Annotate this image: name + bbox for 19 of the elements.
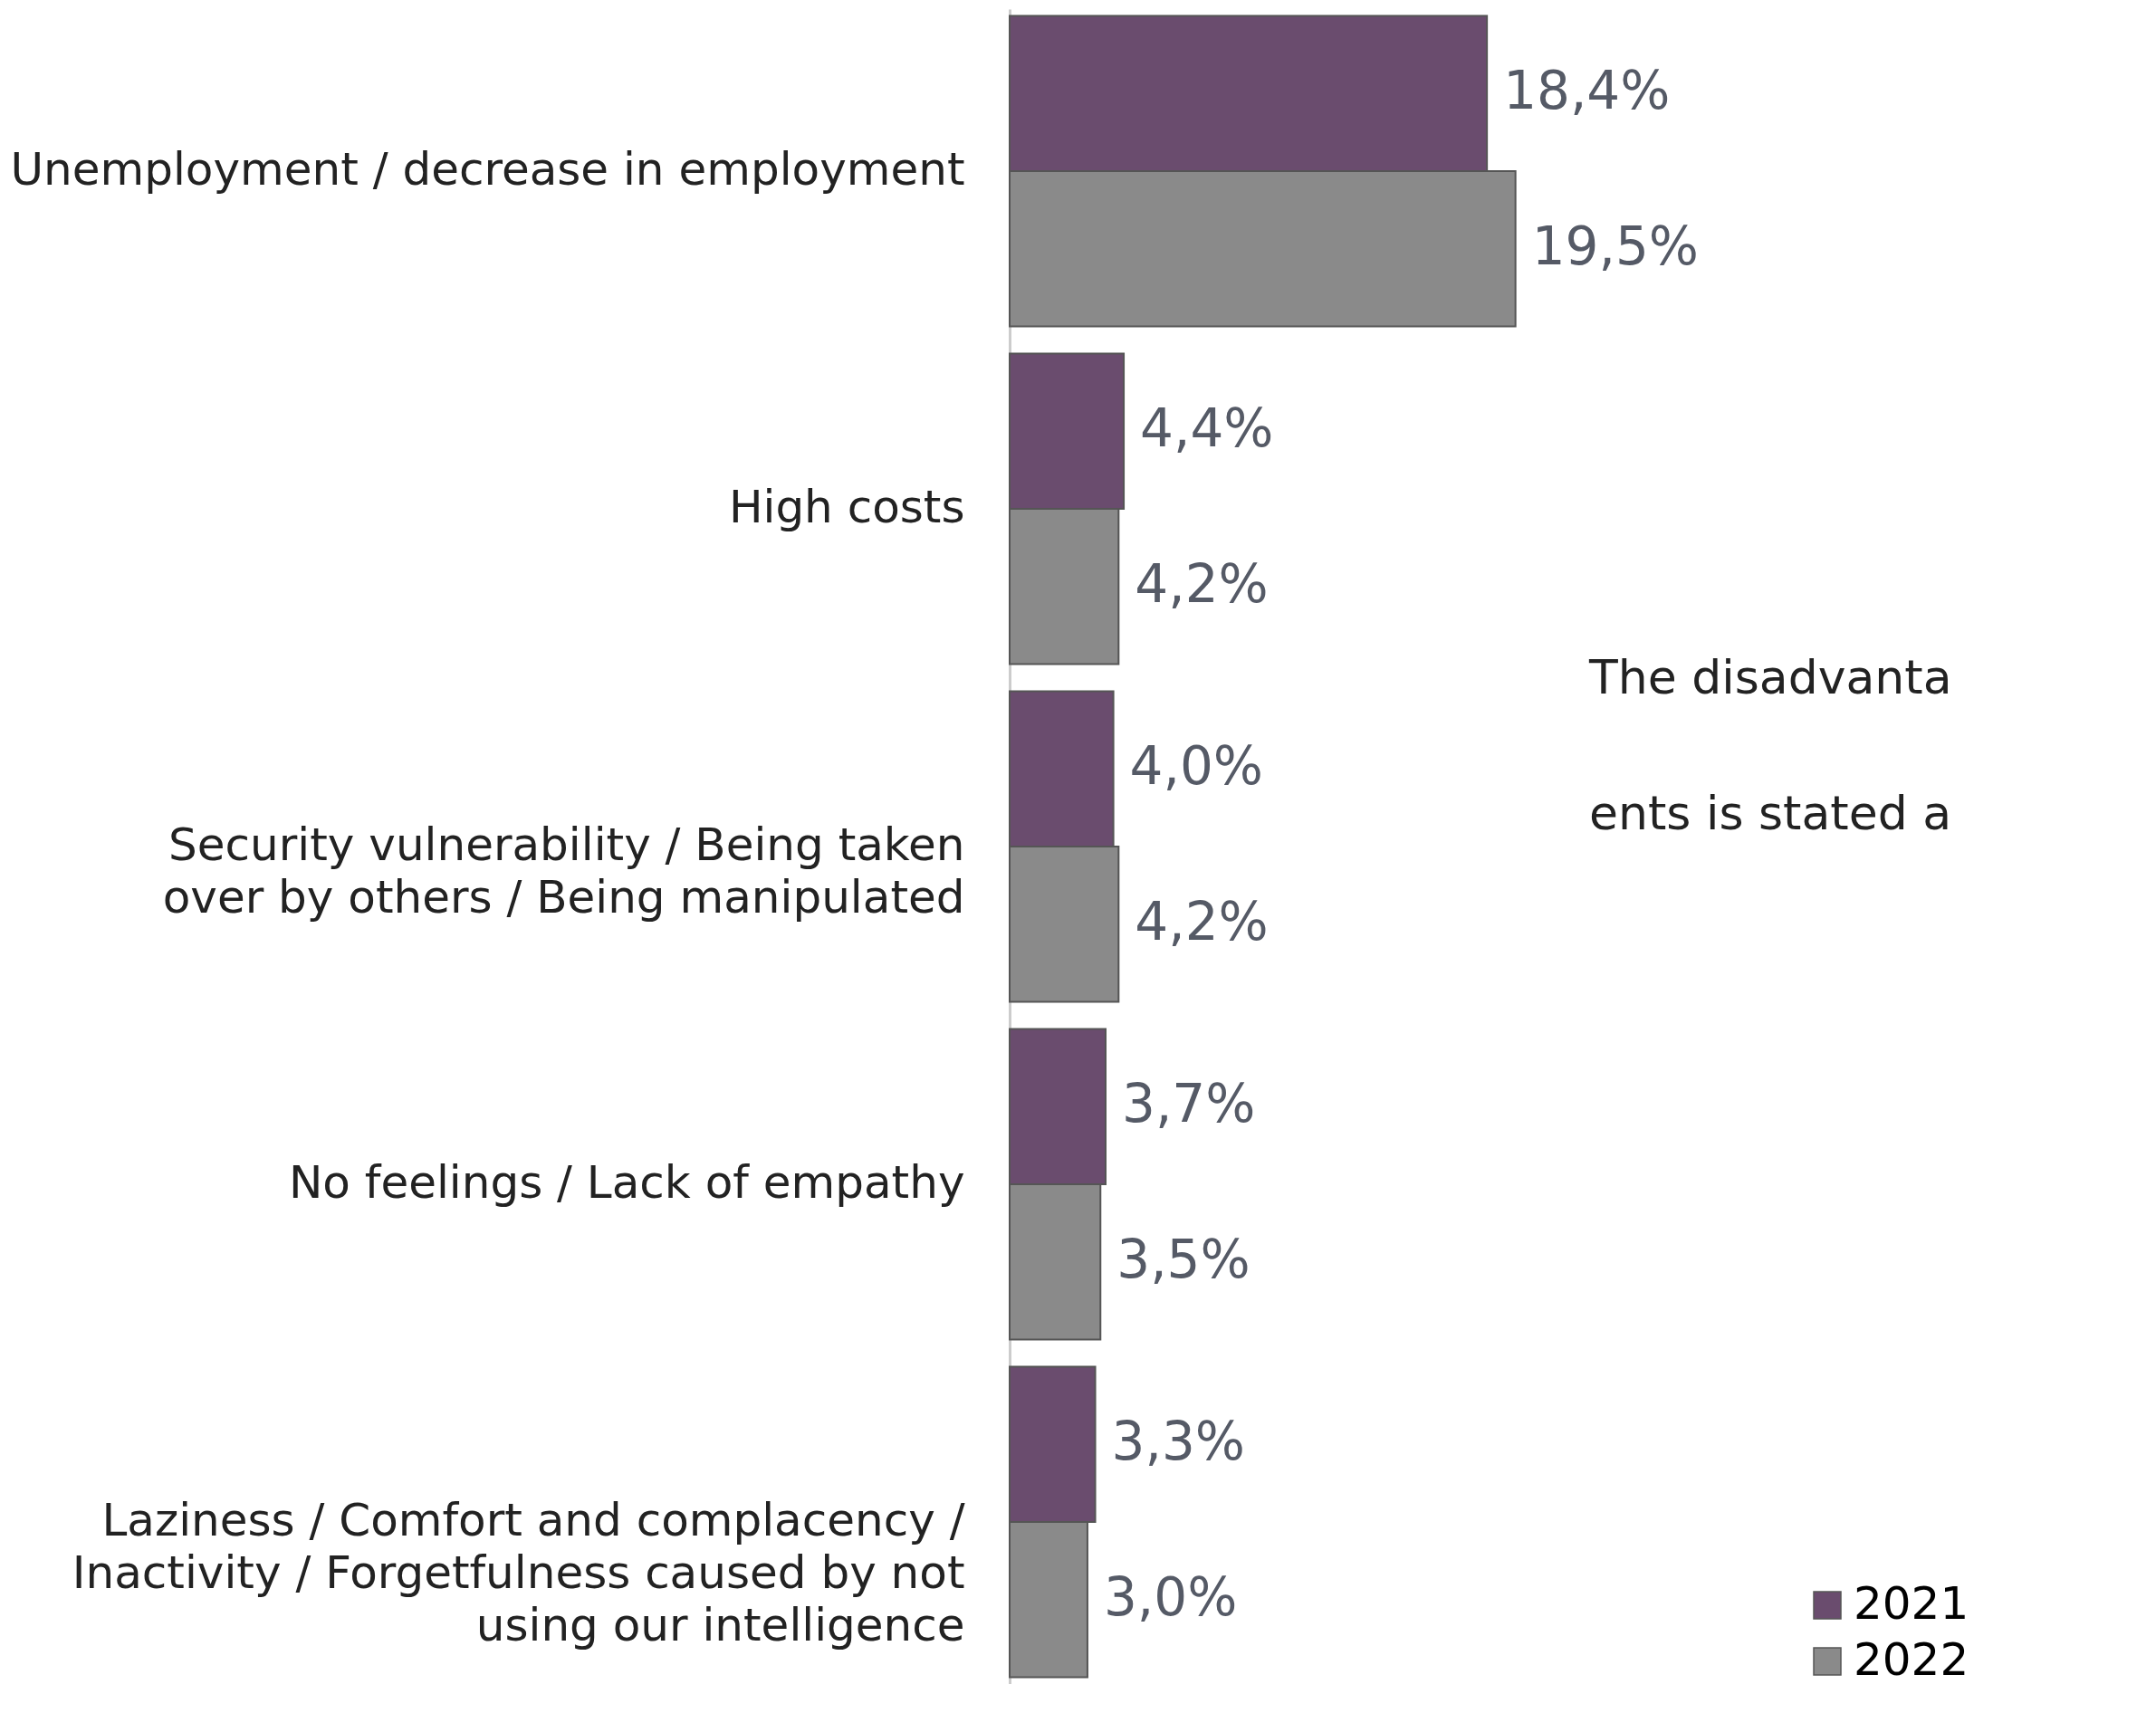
y-tick-label: Unemployment / decrease in employment bbox=[10, 143, 965, 196]
data-label: 4,4% bbox=[1140, 397, 1274, 460]
y-tick-label: No feelings / Lack of empathy bbox=[288, 1155, 965, 1209]
data-label: 4,0% bbox=[1129, 735, 1263, 798]
annotation: The disadvanta bbox=[1588, 650, 1952, 704]
data-label: 19,5% bbox=[1531, 215, 1699, 277]
data-label: 4,2% bbox=[1135, 890, 1269, 952]
y-tick-label: High costs bbox=[728, 481, 965, 534]
data-label: 3,0% bbox=[1103, 1565, 1238, 1628]
data-label: 3,3% bbox=[1111, 1411, 1245, 1473]
y-tick-label: Laziness / Comfort and complacency / Inactivity / Forgetfulness caused by not using our intelligence bbox=[72, 1493, 965, 1651]
data-label: 18,4% bbox=[1503, 60, 1671, 122]
data-label: 3,7% bbox=[1122, 1073, 1256, 1135]
legend-label: 2022 bbox=[1854, 1633, 1969, 1686]
annotation: ents is stated a bbox=[1589, 786, 1952, 840]
y-tick-label: Security vulnerability / Being taken over by others / Being manipulated bbox=[162, 818, 965, 923]
data-label: 3,5% bbox=[1116, 1228, 1250, 1290]
legend-label: 2021 bbox=[1854, 1577, 1969, 1630]
data-label: 4,2% bbox=[1135, 552, 1269, 615]
